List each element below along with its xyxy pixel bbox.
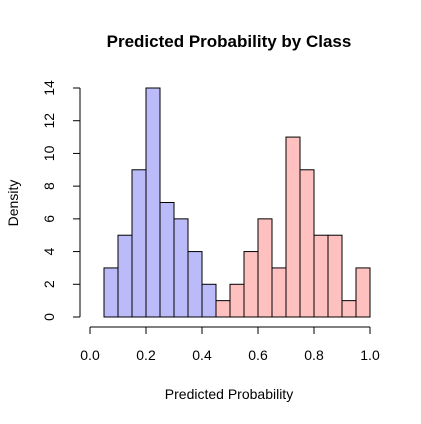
y-axis-label: Density: [5, 180, 21, 227]
bar-series2-bin6: [285, 136, 301, 318]
bar-series1-bin5: [159, 202, 175, 318]
y-tick-label: 14: [41, 80, 57, 96]
bar-series1-bin3: [131, 169, 147, 318]
bar-series2-bin3: [243, 251, 259, 318]
bar-series1-bin4: [145, 87, 161, 318]
bar-series2-bin9: [327, 234, 343, 318]
bar-series2-bin4: [257, 218, 273, 318]
bar-series2-bin8: [313, 234, 329, 318]
y-tick-label: 6: [41, 215, 57, 223]
x-ticks-group: 0.0 0.2 0.4 0.6 0.8 1.0: [80, 327, 380, 363]
y-ticks-group: 0 2 4 6 8 10 12 14: [41, 80, 80, 321]
x-axis-label: Predicted Probability: [165, 386, 293, 402]
x-tick-label: 1.0: [360, 347, 380, 363]
x-tick-label: 0.0: [80, 347, 100, 363]
y-tick-label: 8: [41, 182, 57, 190]
bar-series2-bin7: [299, 169, 315, 318]
x-tick-label: 0.4: [192, 347, 212, 363]
bar-series1-bin1: [103, 267, 119, 318]
y-tick-label: 12: [41, 113, 57, 129]
bars-group: [103, 87, 371, 318]
bar-series1-bin8: [201, 283, 217, 318]
x-tick-label: 0.6: [248, 347, 268, 363]
y-tick-label: 2: [41, 280, 57, 288]
y-tick-label: 4: [41, 247, 57, 255]
x-tick-label: 0.2: [136, 347, 156, 363]
bar-series2-bin11: [355, 267, 371, 318]
bar-series2-bin10: [341, 300, 357, 318]
y-tick-label: 10: [41, 145, 57, 161]
bar-series2-bin5: [271, 267, 287, 318]
bar-series2-bin2: [229, 283, 245, 318]
bar-series2-bin1: [215, 300, 231, 318]
bar-series1-bin6: [173, 218, 189, 318]
bar-series1-bin7: [187, 251, 203, 318]
chart-title: Predicted Probability by Class: [107, 32, 352, 51]
bar-series1-bin2: [117, 234, 133, 318]
x-tick-label: 0.8: [304, 347, 324, 363]
y-tick-label: 0: [41, 313, 57, 321]
